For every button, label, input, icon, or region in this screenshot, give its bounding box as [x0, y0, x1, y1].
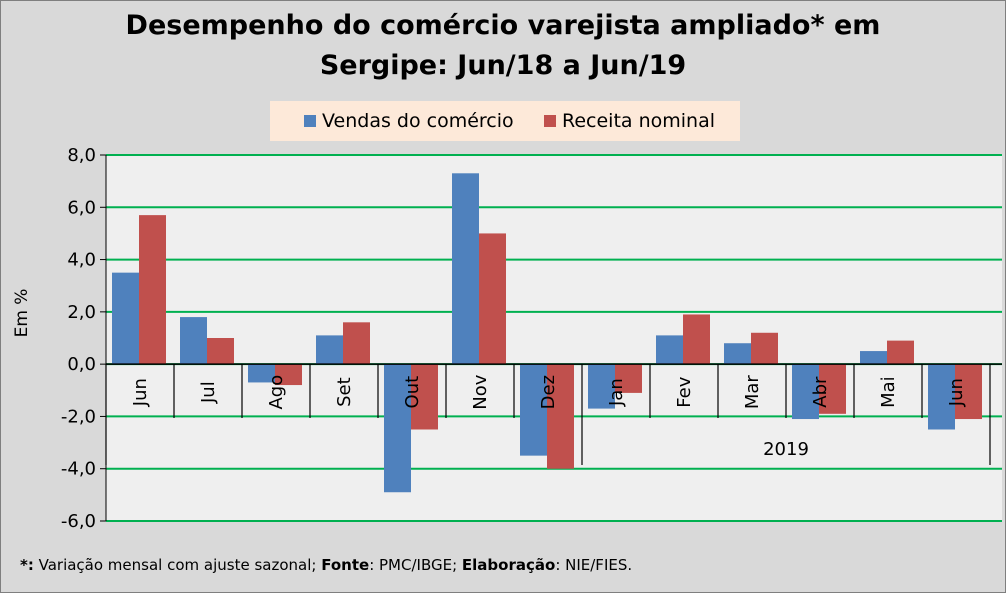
y-tick-label: -2,0 — [61, 406, 96, 427]
bar-receita — [207, 338, 234, 365]
bar-receita — [479, 233, 506, 365]
category-group-label: 2019 — [763, 439, 809, 460]
bar-receita — [615, 364, 642, 393]
bar-receita — [887, 340, 914, 365]
category-label: Nov — [470, 374, 491, 409]
bar-vendas — [520, 364, 547, 456]
legend-swatch-receita — [544, 115, 556, 127]
category-label: Fev — [674, 376, 695, 407]
y-tick-label: -6,0 — [61, 511, 96, 532]
bar-receita — [411, 364, 438, 430]
bar-vendas — [384, 364, 411, 493]
bar-vendas — [588, 364, 615, 409]
footnote-fonte-value: : PMC/IBGE; — [369, 556, 462, 574]
bar-vendas — [112, 272, 139, 365]
bar-vendas — [452, 173, 479, 365]
category-label: Jun — [946, 378, 967, 407]
legend-item-vendas: Vendas do comércio — [304, 101, 514, 141]
y-tick-label: 0,0 — [67, 354, 96, 375]
bar-receita — [139, 215, 166, 365]
y-tick-label: -4,0 — [61, 459, 96, 480]
footnote: *: Variação mensal com ajuste sazonal; F… — [20, 556, 632, 574]
bar-receita — [343, 322, 370, 365]
bar-receita — [683, 314, 710, 365]
legend-item-receita: Receita nominal — [544, 101, 715, 141]
chart-title-line-1: Desempenho do comércio varejista ampliad… — [125, 10, 881, 41]
category-label: Out — [402, 376, 423, 409]
chart-title-line-2: Sergipe: Jun/18 a Jun/19 — [319, 50, 687, 81]
bar-vendas — [180, 317, 207, 365]
category-label: Jan — [606, 378, 627, 407]
legend-label-receita: Receita nominal — [562, 110, 716, 132]
y-tick-label: 2,0 — [67, 302, 96, 323]
category-label: Mar — [742, 375, 763, 410]
bar-vendas — [928, 364, 955, 430]
footnote-fonte-label: Fonte — [321, 556, 370, 574]
legend-label-vendas: Vendas do comércio — [322, 110, 514, 132]
bar-vendas — [724, 343, 751, 365]
y-tick-label: 6,0 — [67, 197, 96, 218]
category-label: Set — [334, 377, 355, 407]
legend-swatch-vendas — [304, 115, 316, 127]
footnote-elab-value: : NIE/FIES. — [555, 556, 633, 574]
category-label: Jun — [130, 378, 151, 407]
y-tick-label: 4,0 — [67, 250, 96, 271]
bar-receita — [955, 364, 982, 420]
category-label: Jul — [198, 381, 219, 404]
bar-vendas — [656, 335, 683, 365]
footnote-elab-label: Elaboração — [461, 556, 556, 574]
bar-receita — [819, 364, 846, 414]
footnote-text: Variação mensal com ajuste sazonal; — [33, 556, 322, 574]
legend: Vendas do comércio Receita nominal — [270, 101, 740, 141]
bar-vendas — [316, 335, 343, 365]
bar-receita — [751, 332, 778, 365]
bar-vendas — [248, 364, 275, 383]
y-tick-label: 8,0 — [67, 145, 96, 166]
category-label: Ago — [266, 375, 287, 410]
category-label: Mai — [878, 376, 899, 408]
category-label: Abr — [810, 376, 831, 408]
bar-vendas — [860, 351, 887, 365]
y-axis-label: Em % — [12, 289, 32, 338]
bar-receita — [547, 364, 574, 469]
footnote-star: *: — [20, 556, 34, 574]
bar-receita — [275, 364, 302, 386]
bar-vendas — [792, 364, 819, 420]
category-label: Dez — [538, 375, 559, 409]
